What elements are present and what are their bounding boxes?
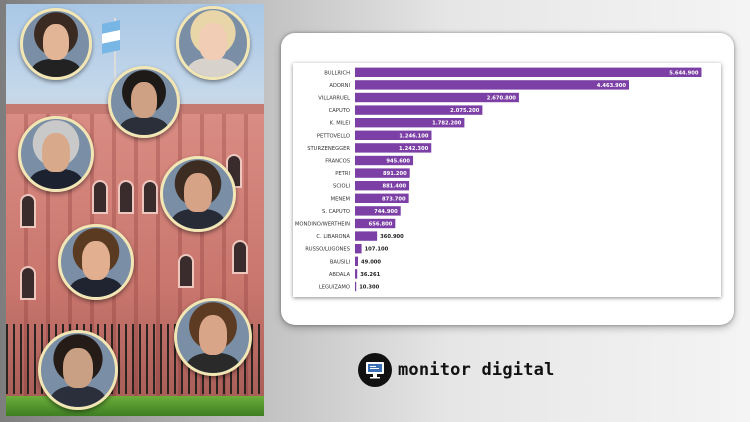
- data-label: 49.000: [361, 259, 381, 265]
- building-window: [20, 194, 36, 228]
- category-label: STURZENEGGER: [307, 146, 350, 152]
- category-label: SCIOLI: [333, 184, 350, 190]
- data-label: 5.644.900: [669, 70, 699, 76]
- chart-panel: BULLRICH 5.644.900 ADORNI 4.463.900 VILLARRU…: [293, 63, 721, 297]
- data-label: 36.261: [360, 272, 380, 278]
- portrait-1: [20, 8, 92, 80]
- portrait-3: [108, 66, 180, 138]
- bar: [355, 168, 410, 178]
- bar: [355, 193, 409, 203]
- data-label: 873.700: [382, 196, 406, 202]
- building-window: [178, 254, 194, 288]
- portrait-8: [38, 330, 118, 410]
- category-label: FRANCOS: [325, 159, 350, 165]
- data-label: 10.300: [359, 285, 379, 291]
- building-window: [142, 180, 158, 214]
- category-label: MONDINO/WERTHEIN: [295, 222, 350, 228]
- portrait-2: [176, 6, 250, 80]
- category-label: C. LIBARONA: [316, 234, 350, 240]
- argentina-flag-icon: [102, 20, 120, 54]
- bar: [355, 105, 483, 115]
- data-label: 881.400: [382, 184, 406, 190]
- building-window: [20, 266, 36, 300]
- category-label: RUSSO/LUGONES: [305, 247, 350, 253]
- category-label: ABDALA: [329, 272, 351, 278]
- data-label: 744.900: [374, 209, 398, 215]
- category-label: BAUSILI: [330, 259, 351, 265]
- building-window: [92, 180, 108, 214]
- bar: [355, 281, 357, 292]
- bar: [355, 256, 359, 266]
- bar: [355, 231, 378, 241]
- photo-collage: [6, 4, 264, 416]
- data-label: 2.075.200: [450, 108, 480, 114]
- lawn: [6, 396, 264, 416]
- category-label: PETTOVELLO: [317, 133, 350, 139]
- building-window: [118, 180, 134, 214]
- data-label: 891.200: [383, 171, 407, 177]
- category-label: VILLARRUEL: [318, 96, 350, 102]
- portrait-6: [58, 224, 134, 300]
- bar: [355, 130, 432, 140]
- brand-name: monitor digital: [398, 360, 555, 380]
- bar: [355, 80, 629, 90]
- portrait-4: [18, 116, 94, 192]
- bar: [355, 244, 362, 254]
- category-label: S. CAPUTO: [322, 209, 350, 215]
- portrait-7: [174, 298, 252, 376]
- data-label: 1.246.100: [399, 133, 429, 139]
- bar: [355, 143, 432, 153]
- data-label: 1.242.300: [399, 146, 429, 152]
- data-label: 945.600: [386, 159, 410, 165]
- category-label: PETRI: [335, 171, 350, 177]
- bar: [355, 206, 401, 216]
- chart-card: BULLRICH 5.644.900 ADORNI 4.463.900 VILLARRU…: [281, 33, 734, 325]
- data-label: 107.100: [365, 247, 389, 253]
- brand-logo: monitor digital: [358, 353, 555, 387]
- bar: [355, 92, 519, 103]
- data-label: 2.670.800: [487, 96, 517, 102]
- data-label: 1.782.200: [432, 121, 462, 127]
- portrait-5: [160, 156, 236, 232]
- category-label: ADORNI: [329, 83, 350, 89]
- data-label: 656.800: [369, 222, 393, 228]
- bar: [355, 67, 702, 77]
- data-label: 4.463.900: [597, 83, 627, 89]
- bar: [355, 155, 414, 166]
- bar: [355, 218, 396, 229]
- flagpole: [114, 18, 116, 108]
- category-label: BULLRICH: [324, 70, 350, 76]
- building-window: [232, 240, 248, 274]
- bar: [355, 269, 358, 279]
- category-label: CAPUTO: [329, 108, 350, 114]
- bar: [355, 181, 410, 191]
- category-label: K. MILEI: [330, 121, 351, 127]
- computer-monitor-icon: [358, 353, 392, 387]
- bar: [355, 118, 465, 128]
- category-label: LEGUIZAMO: [319, 285, 350, 291]
- data-label: 360.900: [380, 234, 404, 240]
- horizontal-bar-chart: BULLRICH 5.644.900 ADORNI 4.463.900 VILLARRU…: [295, 67, 702, 292]
- category-label: MENEM: [331, 196, 350, 202]
